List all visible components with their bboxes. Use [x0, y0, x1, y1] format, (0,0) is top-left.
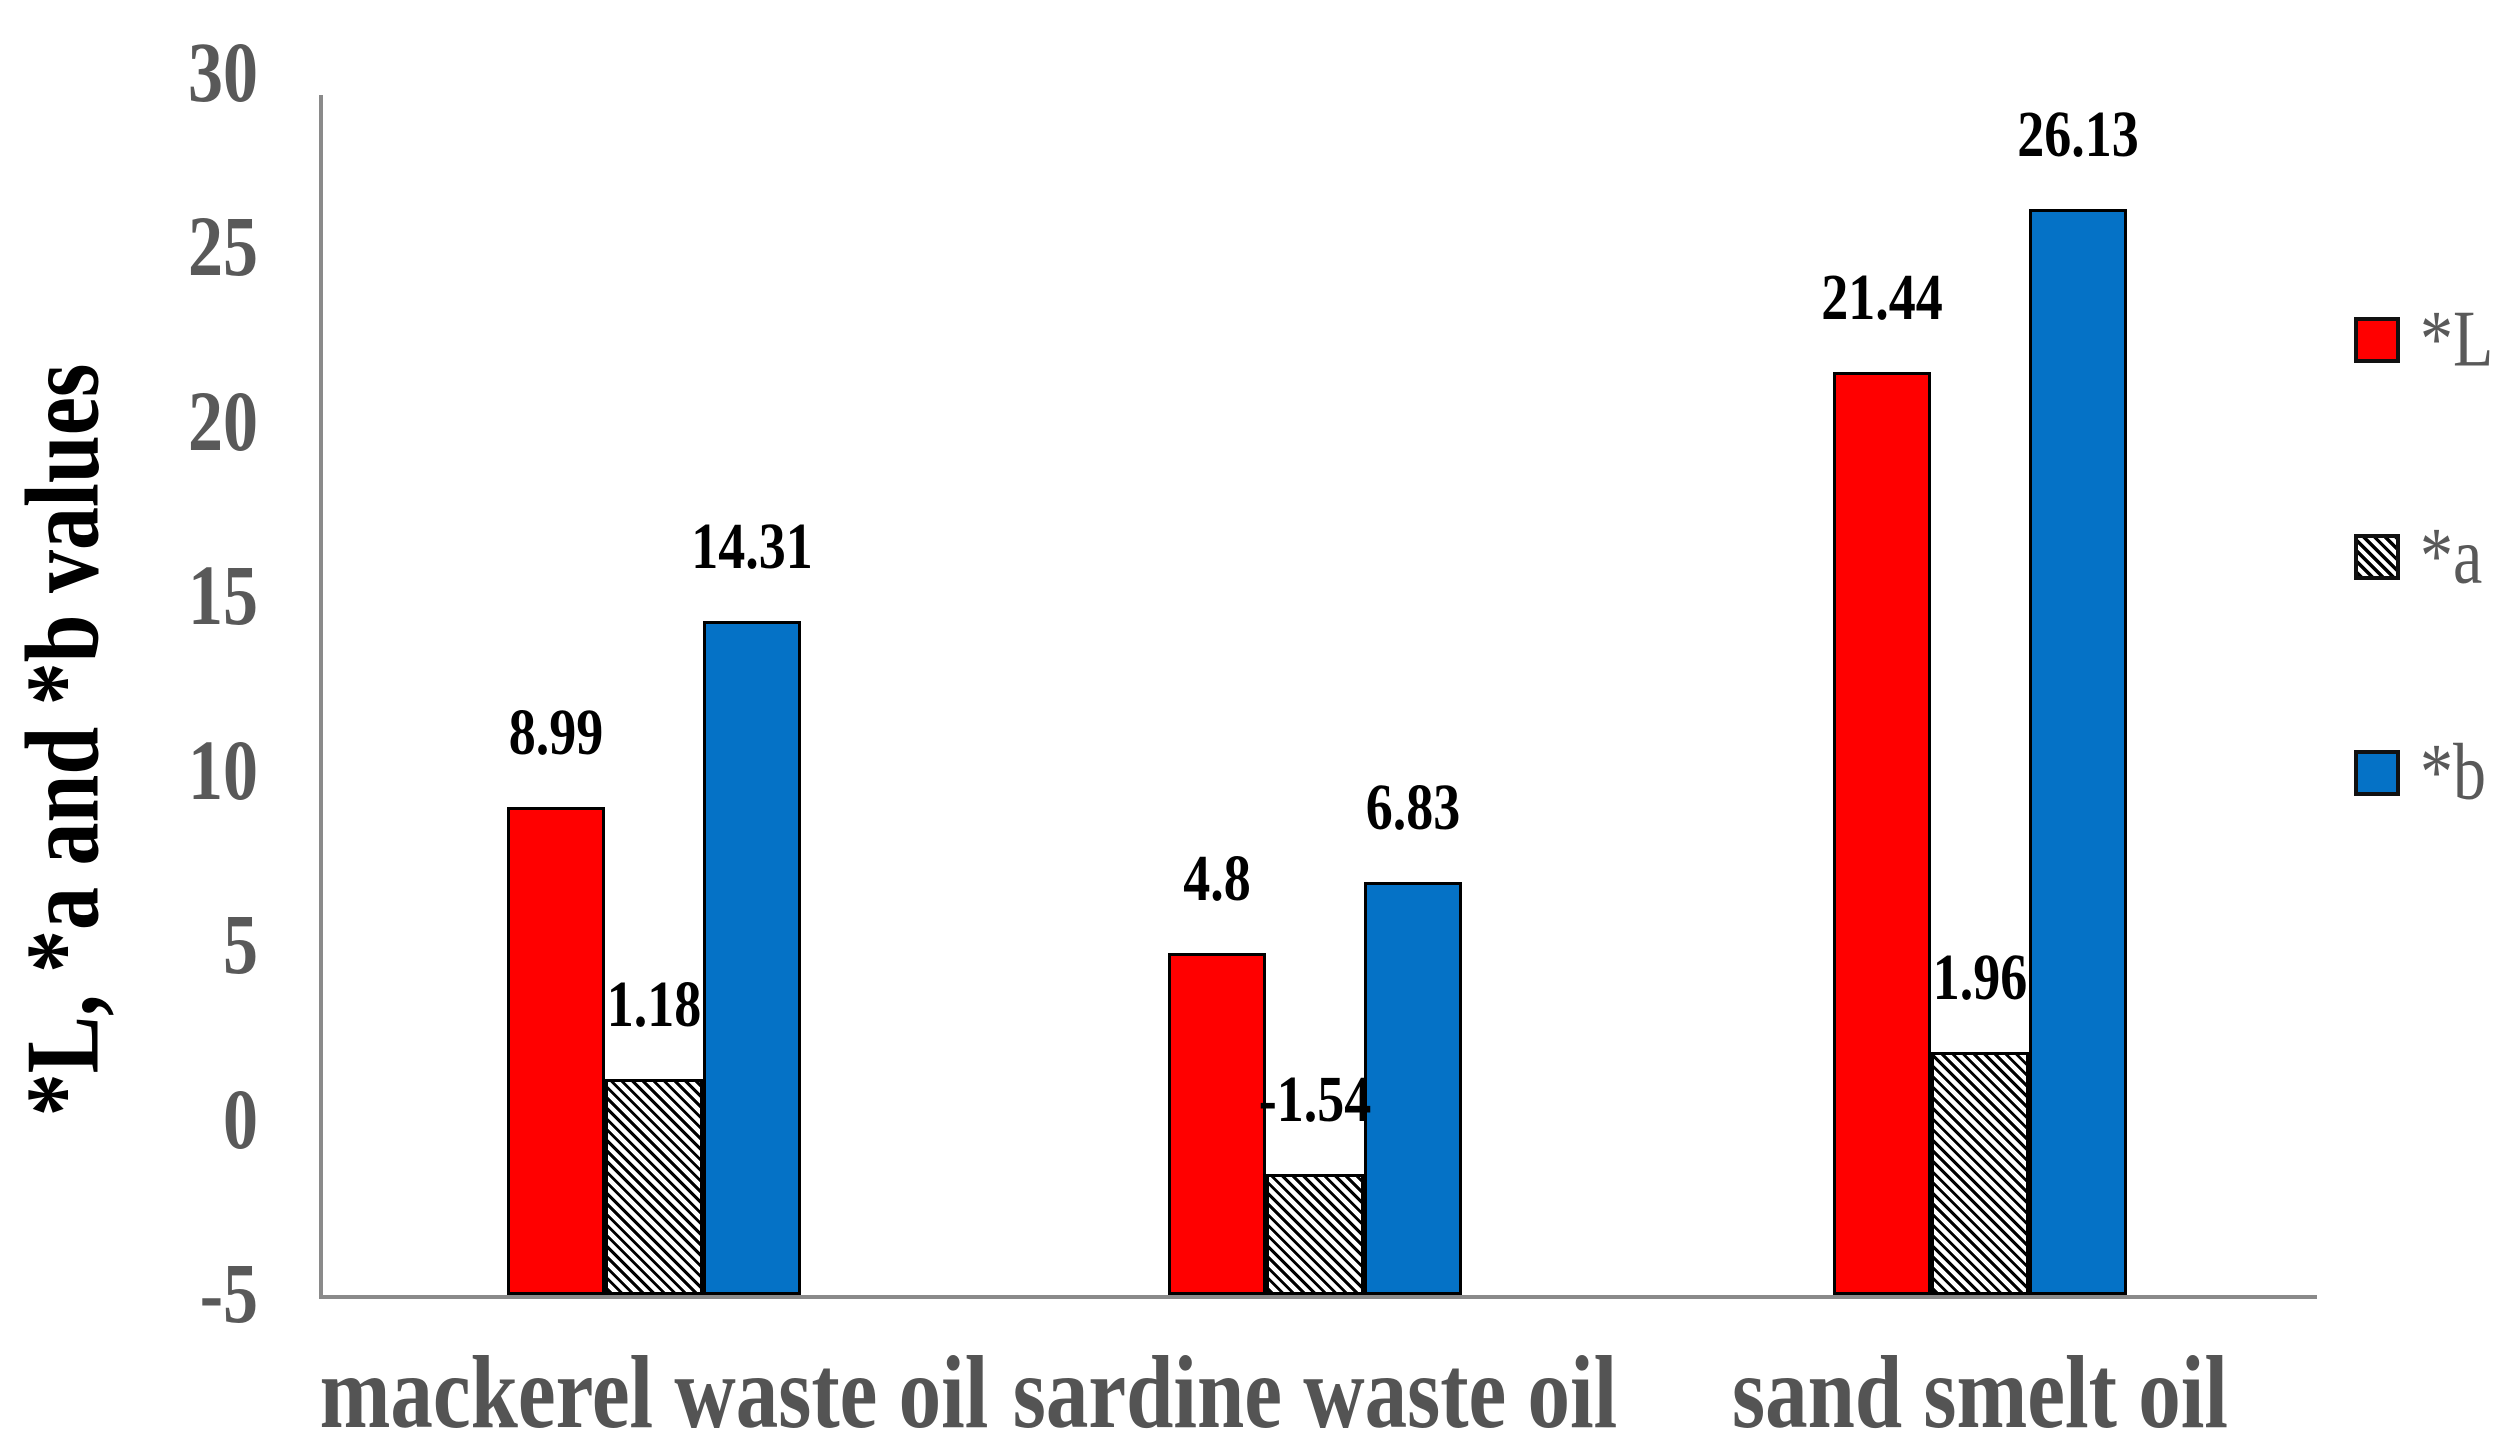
bar-a-mackerel-waste-oil — [605, 1079, 703, 1295]
bar-l-mackerel-waste-oil — [507, 806, 605, 1295]
legend-item-a: *a — [2354, 512, 2482, 601]
legend-swatch-a — [2354, 534, 2400, 580]
y-tick-label-0: 0 — [223, 1072, 258, 1167]
bar-b-sand-smelt-oil — [2029, 208, 2127, 1295]
bar-value-label-l-mackerel-waste-oil: 8.99 — [508, 695, 604, 769]
y-tick-label--5: -5 — [199, 1247, 258, 1342]
y-tick-label-5: 5 — [223, 898, 258, 993]
x-axis-line — [319, 1295, 2317, 1299]
y-tick-label-30: 30 — [188, 25, 258, 120]
bar-value-label-b-sardine-waste-oil: 6.83 — [1365, 770, 1461, 844]
y-tick-label-10: 10 — [188, 723, 258, 818]
x-axis-label-sardine-waste-oil: sardine waste oil — [1012, 1335, 1618, 1451]
bar-l-sand-smelt-oil — [1833, 372, 1931, 1295]
bar-value-label-b-mackerel-waste-oil: 14.31 — [691, 509, 813, 583]
legend-label-b: *b — [2420, 727, 2486, 817]
bar-value-label-a-sardine-waste-oil: -1.54 — [1258, 1062, 1372, 1136]
bar-value-label-b-sand-smelt-oil: 26.13 — [2017, 96, 2139, 171]
bar-value-label-l-sand-smelt-oil: 21.44 — [1821, 260, 1943, 334]
bar-value-label-l-sardine-waste-oil: 4.8 — [1183, 841, 1251, 915]
legend-item-b: *b — [2354, 728, 2486, 817]
bar-value-label-a-mackerel-waste-oil: 1.18 — [606, 967, 702, 1041]
bar-value-label-a-sand-smelt-oil: 1.96 — [1932, 940, 2028, 1014]
legend-swatch-b — [2354, 750, 2400, 796]
bar-b-mackerel-waste-oil — [703, 621, 801, 1295]
legend-swatch-l — [2354, 317, 2400, 363]
bar-l-sardine-waste-oil — [1168, 952, 1266, 1295]
legend-item-l: *L — [2354, 295, 2493, 384]
y-tick-label-20: 20 — [188, 374, 258, 469]
y-tick-label-25: 25 — [188, 200, 258, 295]
legend-label-l: *L — [2420, 294, 2494, 384]
legend-label-a: *a — [2420, 511, 2483, 601]
x-axis-label-sand-smelt-oil: sand smelt oil — [1732, 1335, 2228, 1451]
bar-a-sand-smelt-oil — [1931, 1052, 2029, 1295]
y-axis-line — [319, 95, 323, 1299]
bar-b-sardine-waste-oil — [1364, 882, 1462, 1295]
x-axis-label-mackerel-waste-oil: mackerel waste oil — [319, 1335, 989, 1451]
y-tick-label-15: 15 — [188, 549, 258, 644]
bar-a-sardine-waste-oil — [1266, 1174, 1364, 1295]
